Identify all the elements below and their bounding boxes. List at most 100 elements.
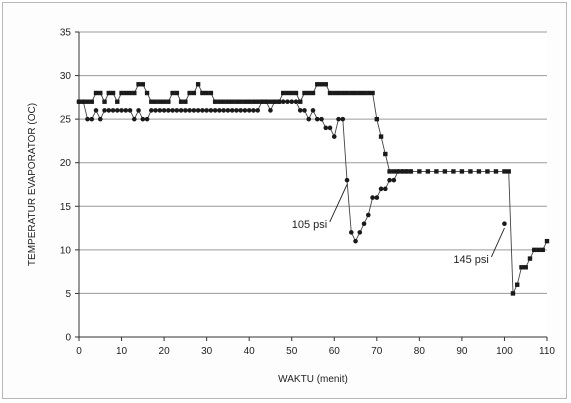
- series-1-point-74: [391, 177, 397, 183]
- series-1-point-37: [234, 108, 239, 113]
- series-1-point-52: [297, 108, 303, 113]
- series-1-point-59: [327, 125, 333, 131]
- series-0-point-31: [208, 90, 214, 96]
- series-0-point-25: [183, 99, 188, 104]
- series-1-point-21: [166, 108, 171, 113]
- series-1-point-76: [400, 169, 405, 174]
- series-0-point-6: [102, 99, 107, 104]
- series-0-point-14: [136, 82, 141, 87]
- series-0-point-65: [353, 90, 358, 96]
- series-0-point-53: [302, 90, 307, 96]
- series-1-point-11: [123, 108, 129, 113]
- series-0-point-60: [332, 90, 337, 96]
- series-1-point-29: [200, 108, 205, 113]
- series-1-point-46: [272, 99, 278, 105]
- series-1-point-49: [285, 99, 290, 105]
- series-0-point-51: [293, 90, 299, 96]
- series-1-point-44: [263, 99, 269, 105]
- series-0-point-8: [110, 90, 116, 96]
- series-0-point-54: [306, 90, 311, 96]
- y-tick-label-20: 20: [60, 158, 72, 169]
- series-0-point-72: [383, 151, 388, 157]
- series-0-point-48: [281, 90, 286, 96]
- series-0-point-45: [268, 99, 273, 104]
- series-1-point-58: [323, 125, 329, 131]
- series-0-point-55: [310, 90, 316, 96]
- x-tick-label-110: 110: [539, 346, 555, 357]
- series-1-point-2: [85, 116, 90, 122]
- series-1-point-23: [174, 108, 180, 113]
- annotation-0-arrow: [329, 184, 348, 223]
- series-1-point-40: [246, 108, 252, 113]
- series-1-point-63: [344, 177, 350, 183]
- series-0-point-74: [391, 169, 397, 174]
- series-1-point-19: [157, 108, 163, 113]
- series-0-point-36: [229, 99, 235, 104]
- axes: [75, 31, 548, 341]
- y-tick-label-30: 30: [60, 71, 72, 82]
- series-1-point-9: [114, 108, 120, 113]
- series-1-point-3: [89, 116, 95, 122]
- series-1-point-42: [255, 108, 260, 113]
- series-0-point-19: [157, 99, 163, 104]
- grid-lines: [79, 31, 547, 337]
- series-0-point-91: [510, 291, 516, 296]
- series-1-point-68: [366, 212, 371, 218]
- series-1-point-65: [353, 238, 358, 244]
- series-1-point-27: [191, 108, 197, 113]
- series-0-point-73: [387, 169, 392, 174]
- series-1-point-38: [238, 108, 243, 113]
- x-tick-label-80: 80: [414, 346, 426, 357]
- series-0-point-59: [327, 90, 333, 96]
- series-0-point-32: [212, 99, 218, 104]
- series-0-point-38: [238, 99, 243, 104]
- series-1-point-54: [306, 116, 312, 122]
- series-0-point-99: [544, 238, 550, 244]
- series-1-point-12: [127, 108, 133, 113]
- series-1-point-24: [178, 108, 184, 113]
- series-0-point-4: [93, 90, 99, 96]
- series-0-point-26: [187, 90, 192, 96]
- series-0-point-71: [378, 134, 384, 139]
- series-0-point-34: [221, 99, 226, 104]
- x-tick-label-40: 40: [244, 346, 256, 357]
- series-1-point-34: [221, 108, 226, 113]
- series-1-point-47: [276, 99, 282, 105]
- series-0-point-24: [178, 99, 184, 104]
- series-1-point-50: [289, 99, 295, 105]
- series-1-point-72: [383, 186, 388, 192]
- series-0-point-22: [170, 90, 175, 96]
- series-1-point-36: [229, 108, 235, 113]
- series-0-point-28: [195, 82, 201, 87]
- y-tick-label-15: 15: [60, 202, 72, 213]
- tick-labels: 0 5 10 15 20 25 30 35 0 10 20 30 40 50 60 70 80 90 100 110: [60, 28, 556, 358]
- series-0-point-98: [540, 247, 545, 253]
- series-0-point-83: [451, 169, 456, 174]
- series-0-point-79: [417, 169, 422, 174]
- series-1-point-16: [144, 116, 150, 122]
- series-0-point-5: [98, 90, 103, 96]
- series-1-point-35: [225, 108, 231, 113]
- series-1-point-7: [106, 108, 112, 113]
- series-0-point-27: [191, 90, 197, 96]
- series-0-point-39: [242, 99, 248, 104]
- series-0-point-69: [370, 90, 375, 96]
- series-1-point-61: [336, 116, 341, 122]
- x-tick-label-100: 100: [496, 346, 513, 357]
- series-1-point-31: [208, 108, 214, 113]
- data-points: [76, 82, 550, 296]
- series-0-point-18: [153, 99, 158, 104]
- series-0-point-7: [106, 90, 111, 96]
- plot-area: [79, 32, 547, 337]
- x-tick-label-50: 50: [286, 346, 298, 357]
- annotation-1-arrow: [490, 227, 505, 258]
- series-0-point-35: [225, 99, 231, 104]
- series-0-point-68: [366, 90, 371, 96]
- series-0-point-64: [349, 90, 354, 96]
- series-1-point-22: [170, 108, 175, 113]
- series-0-point-88: [493, 169, 499, 174]
- x-tick-label-60: 60: [329, 346, 341, 357]
- series-1-point-18: [153, 108, 158, 113]
- series-0-point-67: [361, 90, 367, 96]
- series-0-point-2: [85, 99, 90, 104]
